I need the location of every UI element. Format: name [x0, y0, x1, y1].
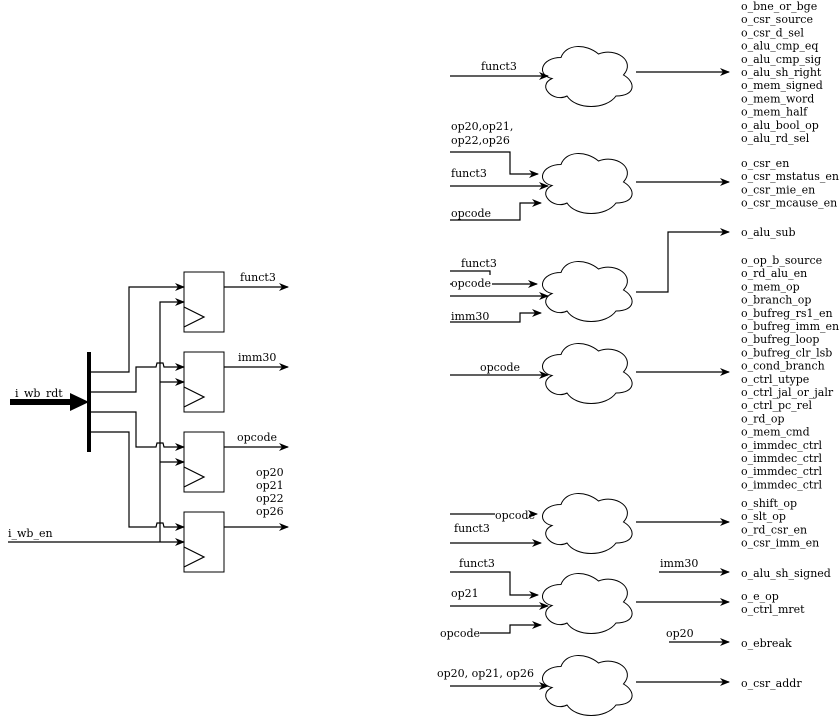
decoder-cloud: [542, 343, 633, 404]
decoder-input-wire: [480, 621, 542, 634]
output-signal-label: o_op_b_source: [741, 254, 822, 267]
input-label: imm30: [451, 310, 489, 323]
decoder-input-wire: [450, 199, 542, 221]
output-signal-label: o_ctrl_jal_or_jalr: [741, 386, 834, 399]
input-label: opcode: [440, 627, 480, 640]
bus-wire: [91, 283, 185, 373]
output-signal-label: o_immdec_ctrl: [741, 465, 823, 478]
register-output-label: op21: [256, 479, 284, 492]
output-signal-label: o_mem_op: [741, 280, 800, 293]
input-label: op22,op26: [451, 134, 510, 147]
input-label: opcode: [451, 207, 491, 220]
output-signal-label: o_ctrl_pc_rel: [741, 399, 812, 412]
input-label: op20,op21,: [451, 120, 513, 133]
output-signal-label: o_ctrl_mret: [741, 603, 805, 616]
input-bus-label: i_wb_rdt: [15, 387, 63, 400]
register-2: [183, 431, 225, 493]
input-label: opcode: [480, 361, 520, 374]
output-signal-label: o_alu_sh_right: [741, 66, 822, 79]
output-signal-label: o_immdec_ctrl: [741, 478, 823, 491]
register-0: [183, 271, 225, 333]
output-signal-label: o_alu_bool_op: [741, 119, 819, 132]
register-output-label: op20: [256, 466, 284, 479]
output-signal-label: o_slt_op: [741, 510, 786, 523]
decoder-cloud: [542, 655, 633, 716]
output-signal-label: o_alu_cmp_eq: [741, 40, 818, 53]
decoder-cloud: [542, 493, 633, 554]
decoder-cloud: [542, 46, 633, 107]
output-signal-label: o_shift_op: [741, 497, 797, 510]
output-signal-label: o_csr_source: [741, 13, 813, 26]
output-signal-label: o_csr_d_sel: [741, 26, 804, 39]
decoder-input-wire: [450, 309, 542, 323]
output-signal-label: o_immdec_ctrl: [741, 452, 823, 465]
input-label: funct3: [461, 257, 497, 270]
output-signal-label: o_ctrl_utype: [741, 373, 809, 386]
output-signal-label: o_bufreg_rs1_en: [741, 307, 833, 320]
bus-wire: [91, 362, 185, 393]
register-output-label: opcode: [237, 431, 277, 444]
output-signal-label: o_cond_branch: [741, 360, 825, 373]
output-signal-label: o_alu_sh_signed: [741, 567, 831, 580]
output-signal-label: o_bufreg_loop: [741, 333, 819, 346]
output-signal-label: o_ebreak: [741, 637, 792, 650]
decoder-input-wire: [450, 571, 539, 599]
enable-label: i_wb_en: [8, 527, 53, 540]
input-bus-arrow: [10, 393, 89, 411]
bus-wire: [91, 431, 185, 531]
decoder-input-wire: [450, 270, 491, 275]
output-signal-label: o_mem_signed: [741, 79, 823, 92]
enable-wire: [159, 298, 185, 542]
output-signal-label: o_branch_op: [741, 294, 811, 307]
decoder-cloud: [542, 573, 633, 634]
input-label: opcode: [451, 277, 491, 290]
clock-triangle-icon: [183, 466, 206, 488]
register-1: [183, 351, 225, 413]
output-signal-label: o_alu_sub: [741, 226, 796, 239]
output-signal-label: o_mem_cmd: [741, 426, 810, 439]
input-label: funct3: [459, 557, 495, 570]
output-signal-label: o_csr_mstatus_en: [741, 170, 839, 183]
decoder-output-wire: [636, 228, 730, 293]
output-signal-label: o_immdec_ctrl: [741, 439, 823, 452]
register-output-label: op26: [256, 505, 284, 518]
output-signal-label: o_csr_mie_en: [741, 183, 815, 196]
output-signal-label: o_e_op: [741, 590, 779, 603]
output-signal-label: o_csr_mcause_en: [741, 197, 837, 210]
output-signal-label: o_mem_word: [741, 92, 814, 105]
clock-triangle-icon: [183, 386, 206, 408]
input-label: funct3: [454, 522, 490, 535]
input-label: opcode: [495, 509, 535, 522]
output-signal-label: o_rd_csr_en: [741, 523, 807, 536]
input-label: funct3: [451, 167, 487, 180]
output-signal-label: o_bufreg_imm_en: [741, 320, 839, 333]
output-signal-label: o_bufreg_clr_lsb: [741, 346, 832, 359]
decoder-input-wire: [450, 151, 539, 178]
input-label: op20: [666, 627, 694, 640]
output-signal-label: o_alu_rd_sel: [741, 132, 810, 145]
register-output-label: imm30: [238, 351, 276, 364]
register-output-label: funct3: [240, 271, 276, 284]
bus-wire: [91, 411, 185, 451]
output-signal-label: o_mem_half: [741, 106, 808, 119]
clock-triangle-icon: [183, 546, 206, 568]
output-signal-label: o_alu_cmp_sig: [741, 53, 821, 66]
output-signal-label: o_bne_or_bge: [741, 0, 817, 13]
decoder-cloud: [542, 261, 633, 322]
decoder-cloud: [542, 153, 633, 214]
output-signal-label: o_rd_op: [741, 412, 785, 425]
input-label: op21: [451, 587, 479, 600]
output-signal-label: o_csr_en: [741, 157, 789, 170]
register-output-label: op22: [256, 492, 284, 505]
input-label: op20, op21, op26: [437, 667, 534, 680]
input-label: imm30: [660, 557, 698, 570]
clock-triangle-icon: [183, 306, 206, 328]
output-signal-label: o_csr_imm_en: [741, 537, 819, 550]
output-signal-label: o_csr_addr: [741, 677, 802, 690]
input-label: funct3: [481, 60, 517, 73]
register-3: [183, 511, 225, 573]
output-signal-label: o_rd_alu_en: [741, 267, 807, 280]
bus-splitter: [87, 352, 91, 452]
